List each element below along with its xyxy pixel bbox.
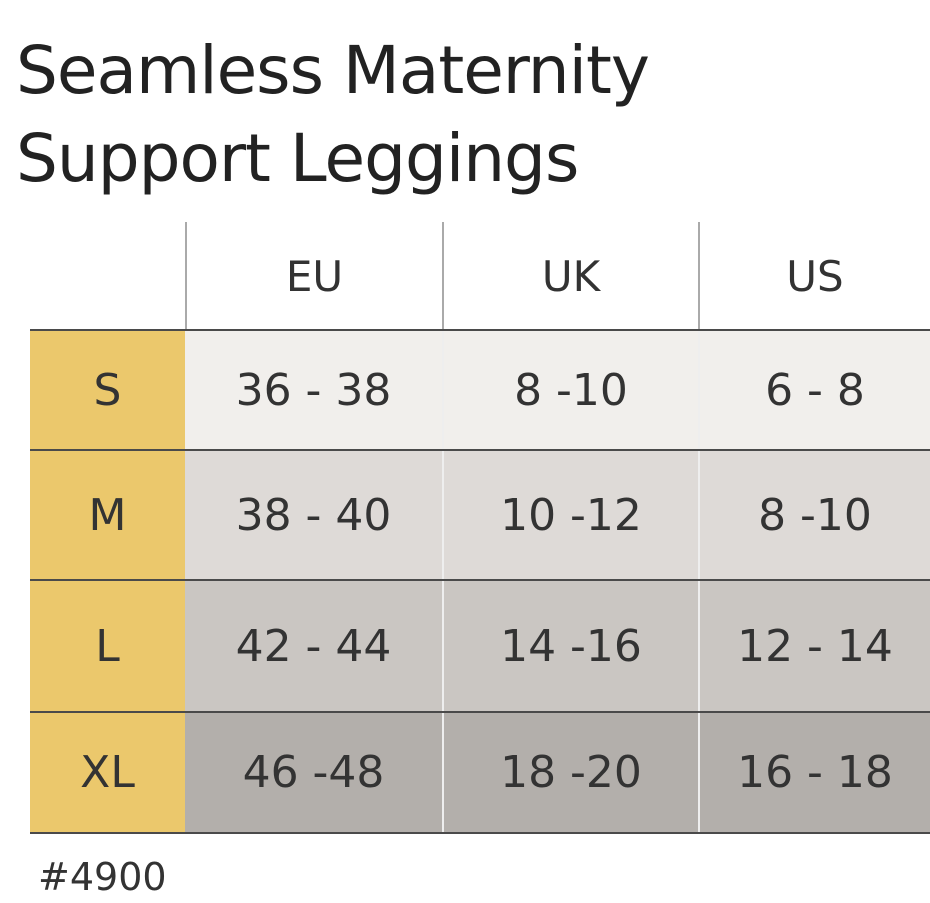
size-value: 8 -10 <box>442 330 698 450</box>
size-value: 16 - 18 <box>698 712 930 833</box>
size-label: L <box>30 580 185 712</box>
size-value: 18 -20 <box>442 712 698 833</box>
header-cell: UK <box>442 222 698 330</box>
header-cell: US <box>698 222 930 330</box>
title-line: Seamless Maternity <box>16 32 650 109</box>
footer-code: #4900 <box>38 855 167 899</box>
row-line <box>30 329 930 331</box>
size-value: 38 - 40 <box>185 450 442 580</box>
title-line: Support Leggings <box>16 120 579 197</box>
size-value: 10 -12 <box>442 450 698 580</box>
size-label: S <box>30 330 185 450</box>
row-line <box>30 449 930 451</box>
header-cell: EU <box>185 222 442 330</box>
size-value: 36 - 38 <box>185 330 442 450</box>
size-value: 42 - 44 <box>185 580 442 712</box>
size-label: XL <box>30 712 185 833</box>
size-label: M <box>30 450 185 580</box>
row-line <box>30 579 930 581</box>
size-value: 6 - 8 <box>698 330 930 450</box>
size-value: 46 -48 <box>185 712 442 833</box>
row-line <box>30 711 930 713</box>
size-value: 12 - 14 <box>698 580 930 712</box>
size-value: 14 -16 <box>442 580 698 712</box>
size-value: 8 -10 <box>698 450 930 580</box>
row-line <box>30 832 930 834</box>
